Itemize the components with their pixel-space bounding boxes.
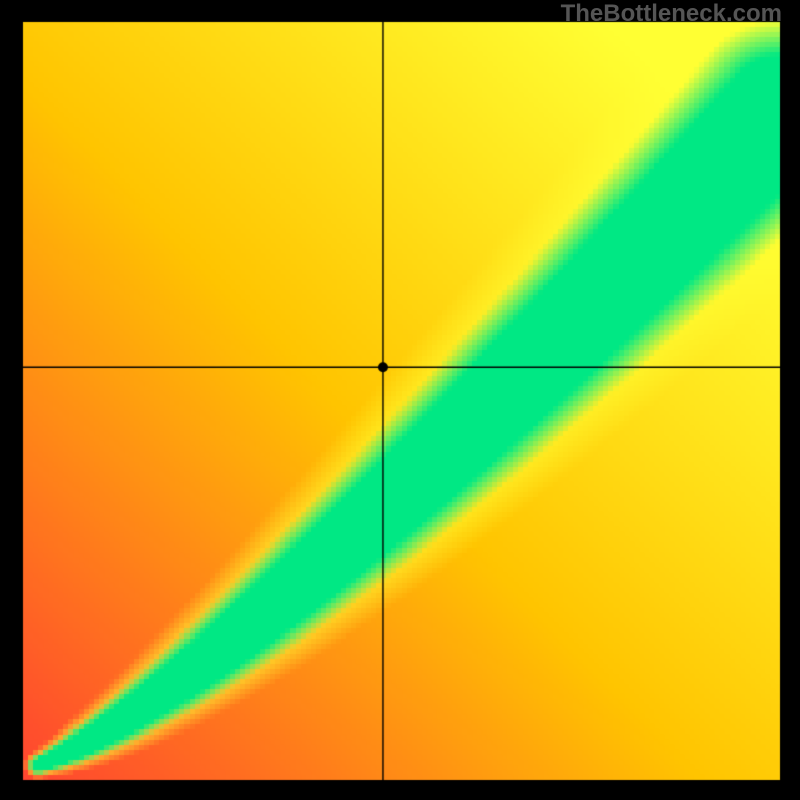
heatmap-canvas xyxy=(0,0,800,800)
watermark-label: TheBottleneck.com xyxy=(561,0,782,28)
chart-container: { "canvas": { "width": 800, "height": 80… xyxy=(0,0,800,800)
